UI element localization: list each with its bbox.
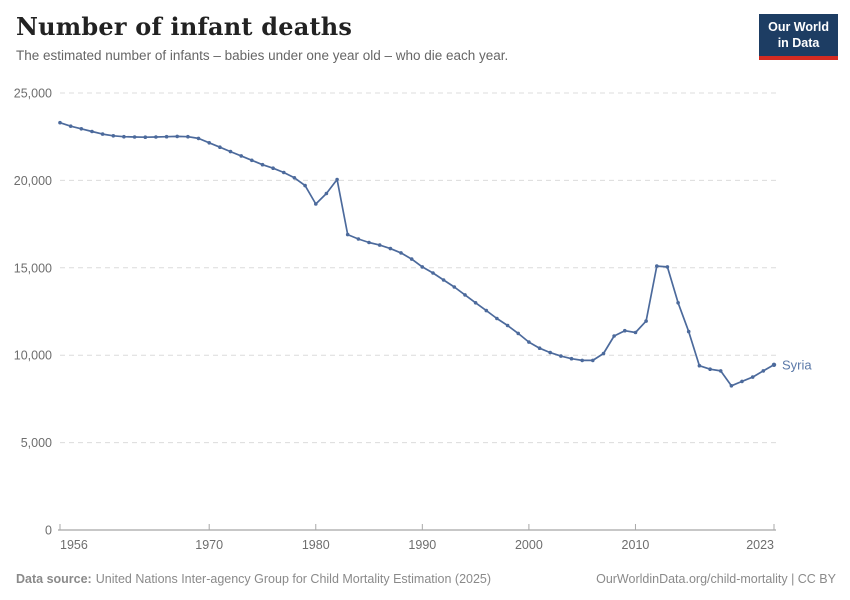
data-point[interactable]: [218, 145, 222, 149]
data-point[interactable]: [452, 285, 457, 289]
data-point[interactable]: [559, 354, 563, 358]
data-point[interactable]: [697, 363, 702, 368]
x-tick-label: 2023: [746, 538, 774, 552]
data-source-text: United Nations Inter-agency Group for Ch…: [95, 572, 492, 586]
data-point[interactable]: [686, 329, 691, 334]
series-label-syria[interactable]: Syria: [782, 357, 812, 372]
data-point[interactable]: [335, 177, 339, 182]
chart-header: Number of infant deaths The estimated nu…: [16, 12, 756, 63]
data-point[interactable]: [143, 135, 148, 139]
data-point[interactable]: [644, 319, 648, 323]
data-point[interactable]: [676, 301, 680, 305]
y-tick-label: 15,000: [14, 261, 52, 275]
owid-logo[interactable]: Our World in Data: [759, 14, 838, 60]
owid-logo-line1: Our World: [768, 20, 829, 34]
data-point[interactable]: [367, 240, 371, 245]
data-point[interactable]: [271, 166, 275, 170]
data-point[interactable]: [90, 129, 94, 134]
data-point[interactable]: [132, 135, 137, 139]
data-point[interactable]: [260, 162, 265, 167]
y-tick-label: 5,000: [21, 436, 52, 450]
data-point[interactable]: [324, 191, 329, 196]
y-tick-label: 25,000: [14, 87, 52, 101]
data-point[interactable]: [186, 134, 190, 139]
data-point[interactable]: [100, 132, 105, 136]
data-point[interactable]: [420, 265, 425, 269]
data-point[interactable]: [228, 149, 233, 154]
data-point[interactable]: [111, 134, 116, 138]
attribution-link[interactable]: OurWorldinData.org/child-mortality | CC …: [596, 572, 836, 586]
data-point[interactable]: [548, 350, 552, 355]
data-point[interactable]: [463, 293, 467, 297]
data-point[interactable]: [282, 170, 286, 175]
data-point[interactable]: [623, 328, 627, 333]
data-point[interactable]: [431, 271, 435, 275]
data-point[interactable]: [569, 356, 574, 361]
data-source: Data source: United Nations Inter-agency …: [16, 572, 491, 586]
data-point[interactable]: [58, 120, 62, 125]
data-point[interactable]: [79, 127, 84, 131]
x-tick-label: 1970: [195, 538, 223, 552]
data-point[interactable]: [495, 316, 499, 321]
data-point[interactable]: [409, 257, 414, 261]
data-point[interactable]: [441, 278, 446, 282]
data-point[interactable]: [239, 154, 243, 158]
x-tick-label: 1956: [60, 538, 88, 552]
data-point[interactable]: [314, 202, 318, 206]
data-point[interactable]: [591, 358, 595, 363]
data-point[interactable]: [537, 346, 542, 351]
chart-footer: Data source: United Nations Inter-agency …: [16, 572, 836, 586]
data-point[interactable]: [196, 136, 201, 141]
data-point[interactable]: [633, 330, 638, 335]
data-point[interactable]: [175, 134, 179, 139]
data-point[interactable]: [505, 323, 510, 328]
chart-title: Number of infant deaths: [16, 12, 353, 41]
data-point[interactable]: [473, 301, 478, 305]
series-line-syria[interactable]: [59, 121, 775, 387]
data-point[interactable]: [708, 367, 712, 372]
x-tick-label: 1980: [302, 538, 330, 552]
data-point[interactable]: [665, 265, 670, 269]
data-point[interactable]: [399, 251, 403, 255]
x-tick-label: 1990: [408, 538, 436, 552]
data-point[interactable]: [516, 331, 520, 336]
data-point[interactable]: [740, 379, 744, 384]
data-point[interactable]: [292, 176, 297, 180]
data-point[interactable]: [771, 362, 777, 367]
data-point[interactable]: [207, 141, 211, 145]
data-point[interactable]: [250, 158, 254, 163]
data-point[interactable]: [761, 369, 766, 373]
data-point[interactable]: [729, 384, 734, 388]
data-point[interactable]: [377, 243, 382, 247]
owid-logo-line2: in Data: [777, 36, 820, 51]
x-tick-label: 2010: [622, 538, 650, 552]
data-point[interactable]: [154, 135, 158, 139]
data-point[interactable]: [345, 232, 350, 237]
y-tick-label: 10,000: [14, 349, 52, 363]
data-point[interactable]: [388, 246, 393, 251]
data-point[interactable]: [356, 237, 361, 241]
data-point[interactable]: [612, 334, 616, 338]
data-point[interactable]: [601, 351, 606, 356]
chart-subtitle: The estimated number of infants – babies…: [16, 48, 509, 63]
y-tick-label: 20,000: [14, 174, 52, 188]
data-point[interactable]: [655, 264, 659, 268]
data-point[interactable]: [718, 369, 723, 373]
data-point[interactable]: [580, 358, 584, 363]
data-point[interactable]: [527, 340, 531, 344]
data-point[interactable]: [303, 183, 307, 188]
data-point[interactable]: [484, 308, 489, 313]
y-tick-label: 0: [45, 524, 52, 538]
x-tick-label: 2000: [515, 538, 543, 552]
data-point[interactable]: [164, 134, 169, 139]
data-point[interactable]: [122, 134, 126, 139]
data-point[interactable]: [68, 124, 73, 128]
data-point[interactable]: [750, 375, 755, 379]
data-source-label: Data source:: [16, 572, 92, 586]
